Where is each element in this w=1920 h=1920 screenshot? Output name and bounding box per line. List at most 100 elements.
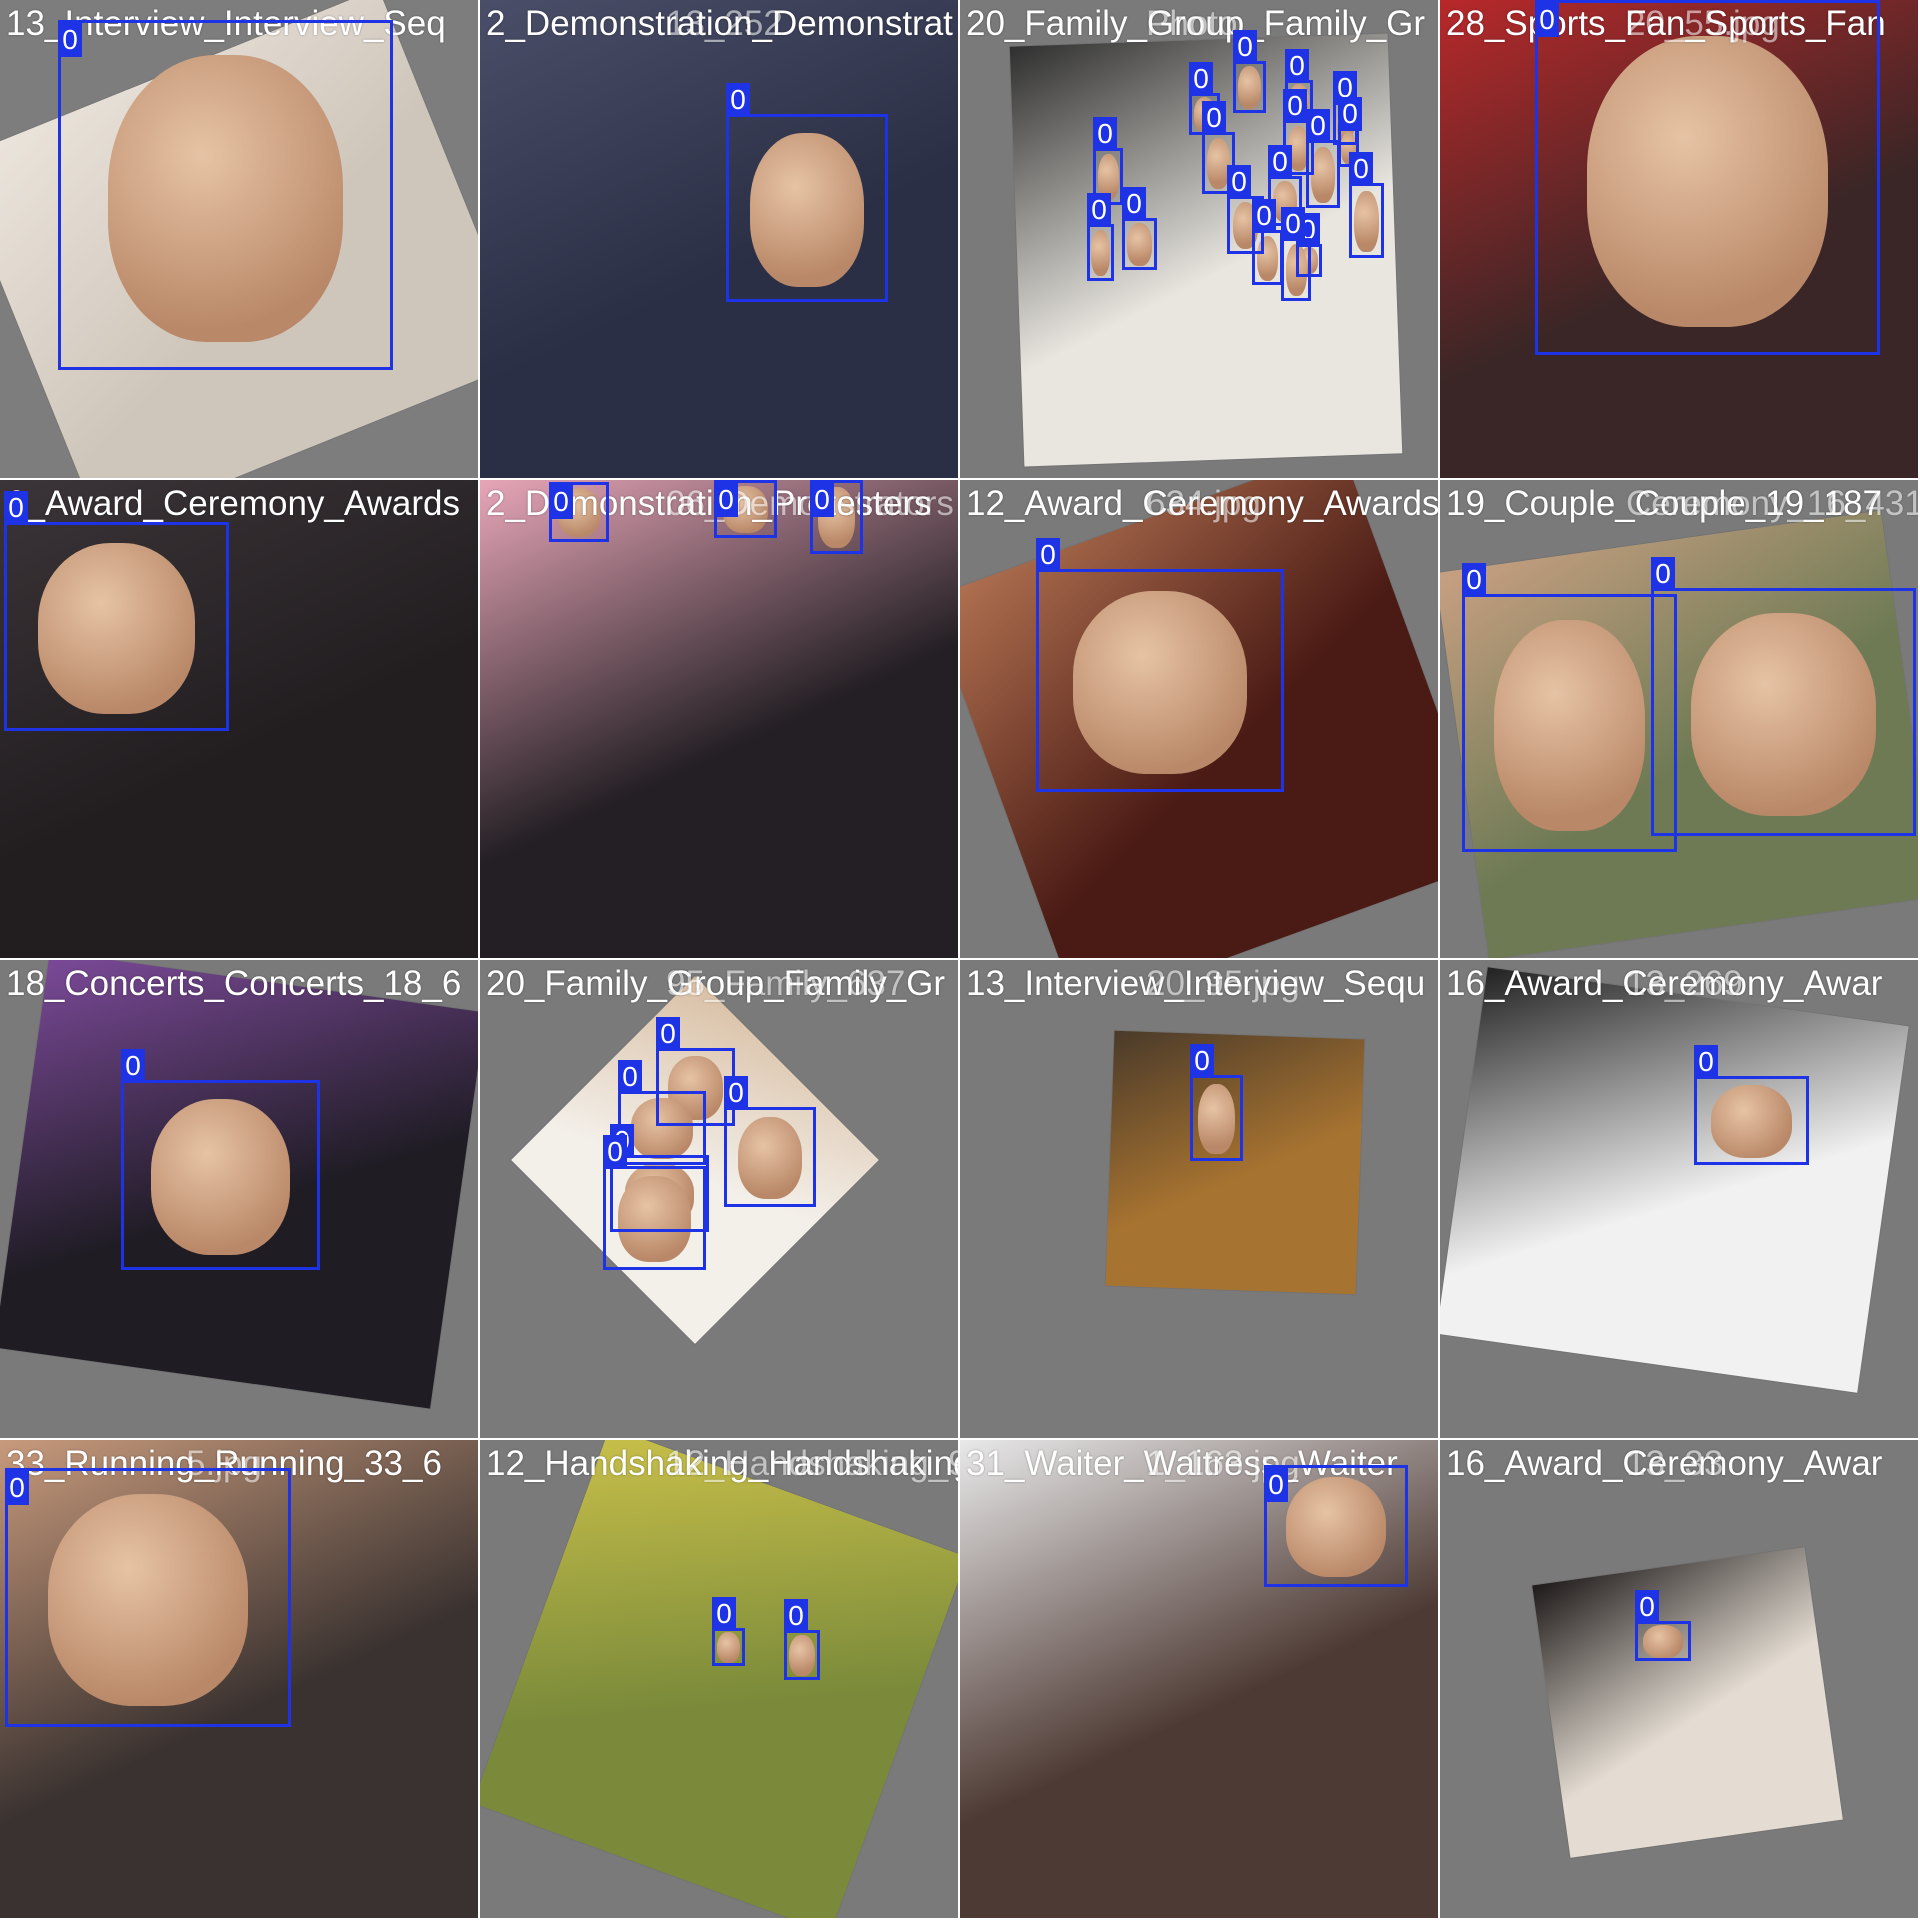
tile-16: 16_Award_Ceremony_Awar 13_33 0 [1440,1440,1920,1920]
caption-text: 33_Running_Running_33_6 [6,1444,442,1483]
detection-box: 0 [1202,101,1235,194]
face-shape [750,132,864,287]
detection-box: 0 [1190,1044,1243,1161]
face-shape [618,1176,691,1262]
tile-4: 28_Sports_Fan_Sports_Fan 20_55.jpg 0 [1440,0,1920,480]
detection-label: 0 [4,491,28,525]
detection-box: 0 [1036,538,1284,792]
tile-10: 20_Family_Group_Family_Gr 95_Family_637 0 0… [480,960,960,1440]
detection-box: 0 [603,1135,706,1270]
face-shape [1285,1477,1387,1578]
caption-overlap-text: 20_55.jpg [1626,4,1780,43]
detection-box: 0 [549,482,609,542]
detection-box: 0 [1233,30,1266,113]
tile-15: 31_Waiter_Waitress_Waiter 1_163.jpg 0 [960,1440,1440,1920]
detection-label: 0 [1087,193,1111,227]
caption-overlap-text: 634.jpg [1146,484,1261,523]
detection-box: 0 [1252,199,1283,285]
detection-label: 0 [549,485,573,519]
detection-label: 0 [1651,557,1675,591]
detection-label: 0 [1036,538,1060,572]
tile-5: 6_Award_Ceremony_Awards 0 [0,480,480,960]
face-shape [1073,591,1247,775]
detection-label: 0 [1535,3,1559,37]
detection-box: 0 [712,1597,745,1666]
caption-text: 31_Waiter_Waitress_Waiter [966,1444,1398,1483]
face-shape [1287,125,1310,171]
tile-13: 33_Running_Running_33_6 5.jpg 0 [0,1440,480,1920]
detection-box: 0 [1281,207,1311,301]
caption-overlap-text: 95_Family_637 [666,964,906,1003]
tile-6: 2_Demonstration_Protesters06_Demonstrato… [480,480,960,960]
face-shape [1711,1084,1792,1158]
face-shape [1586,35,1829,327]
detection-label: 0 [1227,165,1251,199]
caption-text: 20_Family_Group_Family_Gr [486,964,946,1003]
tile-3: 20_Family_Group_Family_Gr Photo 0 0 0 0 0 0 0 0 0 0… [960,0,1440,480]
face-shape [789,1635,815,1676]
detection-box: 0 [810,480,863,554]
face-shape [150,1099,291,1255]
caption-text: 19_Couple_Couple_19_187 [1446,484,1882,523]
face-shape [47,1493,249,1707]
tile-caption: 33_Running_Running_33_6 5.jpg [6,1444,478,1484]
detection-label: 0 [5,1471,29,1505]
detection-label: 0 [1122,187,1146,221]
tile-caption: 16_Award_Ceremony_Awar 13_269 [1446,964,1918,1004]
detection-label: 0 [618,1060,642,1094]
detection-label: 0 [1281,207,1305,241]
caption-overlap-text: Ceremony_16_4319 [1626,484,1920,523]
detection-label: 0 [810,483,834,517]
detection-label: 0 [603,1135,627,1169]
detection-label: 0 [1338,97,1362,131]
caption-text: 18_Concerts_Concerts_18_6 [6,964,462,1003]
face-shape [1690,612,1877,817]
tile-caption: 20_Family_Group_Family_Gr Photo [966,4,1438,44]
detection-label: 0 [1285,49,1309,83]
detection-box: 0 [1306,109,1340,208]
tile-photo [480,0,958,478]
caption-text: 12_Award_Ceremony_Awards [966,484,1440,523]
face-shape [1097,153,1119,201]
tile-caption: 12_Handshaking_Handshaking 12_Handshaking… [486,1444,958,1484]
detection-label: 0 [1189,62,1213,96]
caption-text: 13_Interview_Interview_Sequ [966,964,1426,1003]
face-shape [1311,146,1335,203]
detection-label: 0 [1252,199,1276,233]
face-shape [37,542,196,715]
tile-caption: 28_Sports_Fan_Sports_Fan 20_55.jpg [1446,4,1918,44]
detection-box: 0 [784,1599,820,1680]
detection-box: 0 [1462,563,1677,852]
tile-caption: 18_Concerts_Concerts_18_6 [6,964,478,1004]
detection-label: 0 [712,1597,736,1631]
detection-label: 0 [714,483,738,517]
detection-box: 0 [726,83,888,302]
tile-caption: 13_Interview_Interview_Sequ 20_95.jpg [966,964,1438,1004]
detection-box: 0 [1635,1590,1691,1661]
caption-text: 16_Award_Ceremony_Awar [1446,964,1883,1003]
face-shape [1206,138,1231,190]
tile-12: 16_Award_Ceremony_Awar 13_269 0 [1440,960,1920,1440]
detection-box: 0 [1122,187,1157,270]
detection-box: 0 [1285,49,1313,122]
caption-overlap-text: 06_Demonstrators [666,484,954,524]
tile-8: 19_Couple_Couple_19_187 Ceremony_16_4319 0… [1440,480,1920,960]
detection-label: 0 [784,1599,808,1633]
face-shape [1091,229,1110,277]
detection-box: 0 [1651,557,1916,836]
caption-overlap-text: Photo [1146,4,1238,43]
detection-label: 0 [1268,145,1292,179]
tile-caption: 2_Demonstration_Demonstrat 13_252 [486,4,958,44]
tile-14: 12_Handshaking_Handshaking 12_Handshaking… [480,1440,960,1920]
caption-overlap-text: 20_95.jpg [1146,964,1300,1003]
detection-box: 0 [724,1076,816,1207]
detection-label: 0 [1093,117,1117,151]
caption-text: 20_Family_Group_Family_Gr [966,4,1426,43]
face-shape [1197,1083,1236,1155]
face-shape [1494,619,1645,832]
detection-label: 0 [1202,101,1226,135]
detection-box: 0 [1349,152,1384,258]
detection-box: 0 [1087,193,1114,281]
detection-box: 0 [58,20,393,370]
